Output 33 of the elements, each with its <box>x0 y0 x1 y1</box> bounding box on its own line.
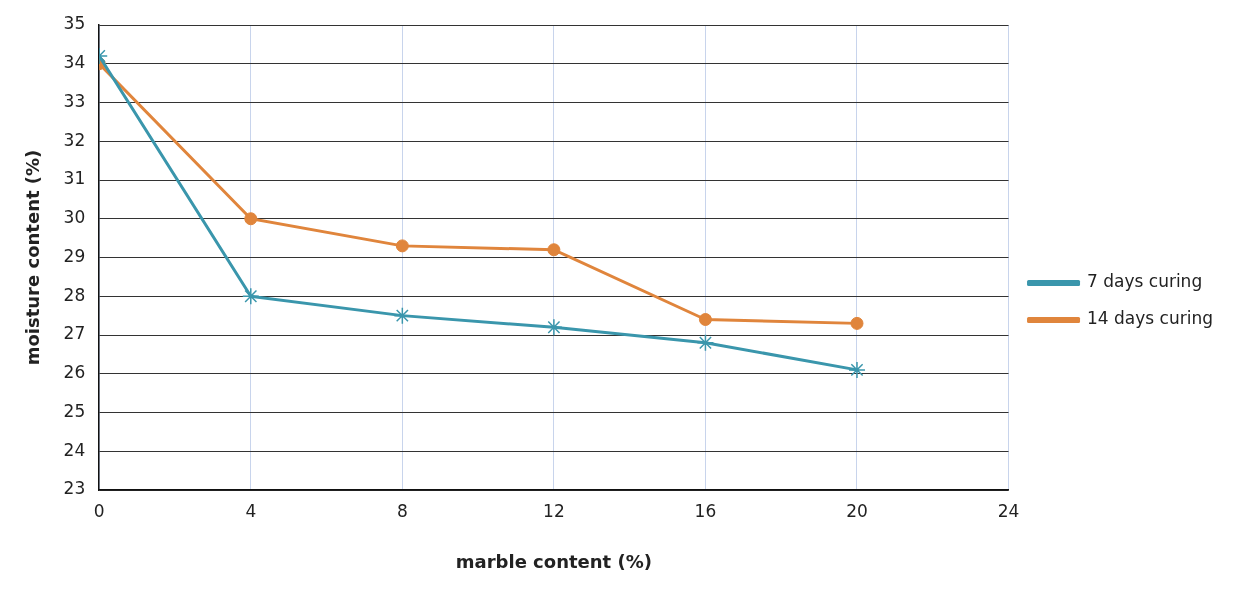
x-tick-label: 20 <box>846 500 868 521</box>
point <box>395 239 409 253</box>
x-tick-label: 0 <box>93 500 105 521</box>
y-tick-label: 35 <box>63 13 86 34</box>
y-tick-label: 26 <box>63 362 86 383</box>
point <box>848 361 866 379</box>
y-tick-label: 33 <box>63 90 86 111</box>
y-tick-label: 32 <box>63 129 86 150</box>
x-axis-title: marble content (%) <box>455 550 652 572</box>
point <box>244 212 258 226</box>
y-tick-label: 24 <box>63 439 86 460</box>
y-tick-label: 30 <box>63 207 86 228</box>
y-tick-label: 31 <box>63 168 86 189</box>
point <box>242 287 260 305</box>
legend-label: 14 days curing <box>1087 308 1213 329</box>
y-tick-label: 25 <box>63 400 86 421</box>
x-tick-label: 4 <box>245 500 257 521</box>
point <box>850 316 864 330</box>
x-tick-label: 16 <box>694 500 717 521</box>
point <box>698 313 712 326</box>
y-tick-label: 34 <box>63 52 86 73</box>
x-tick-label: 8 <box>396 500 408 521</box>
legend-label: 7 days curing <box>1087 271 1203 292</box>
y-tick-label: 29 <box>63 245 86 266</box>
y-tick-label: 27 <box>63 323 86 344</box>
y-axis-title: moisture content (%) <box>22 149 44 366</box>
y-tick-label: 28 <box>63 284 86 305</box>
point <box>696 334 715 352</box>
x-tick-label: 12 <box>543 500 565 521</box>
point <box>547 243 561 257</box>
point <box>545 318 563 336</box>
y-tick-label: 23 <box>63 478 86 499</box>
x-tick-label: 24 <box>997 500 1020 521</box>
